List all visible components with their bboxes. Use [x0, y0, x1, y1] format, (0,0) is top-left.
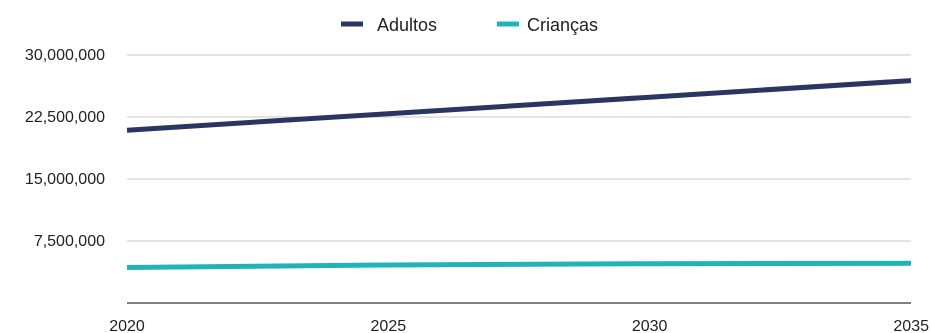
x-tick-label: 2025	[371, 318, 407, 333]
x-tick-label: 2030	[632, 318, 668, 333]
y-tick-label: 30,000,000	[25, 47, 105, 64]
series-line-adultos	[126, 78, 912, 133]
x-tick-label: 2035	[893, 318, 929, 333]
series-line-criancas	[126, 260, 912, 270]
x-tick-label: 2020	[109, 318, 145, 333]
x-axis: 2020 2025 2030 2035	[109, 302, 929, 333]
y-tick-label: 15,000,000	[25, 171, 105, 188]
y-axis: 7,500,000 15,000,000 22,500,000 30,000,000	[25, 47, 105, 250]
series-lines	[126, 78, 912, 270]
y-tick-label: 22,500,000	[25, 109, 105, 126]
legend: Adultos Crianças	[341, 15, 598, 35]
y-tick-label: 7,500,000	[34, 233, 105, 250]
legend-label-adultos: Adultos	[377, 15, 437, 35]
legend-label-criancas: Crianças	[527, 15, 598, 35]
gridlines	[127, 54, 911, 242]
